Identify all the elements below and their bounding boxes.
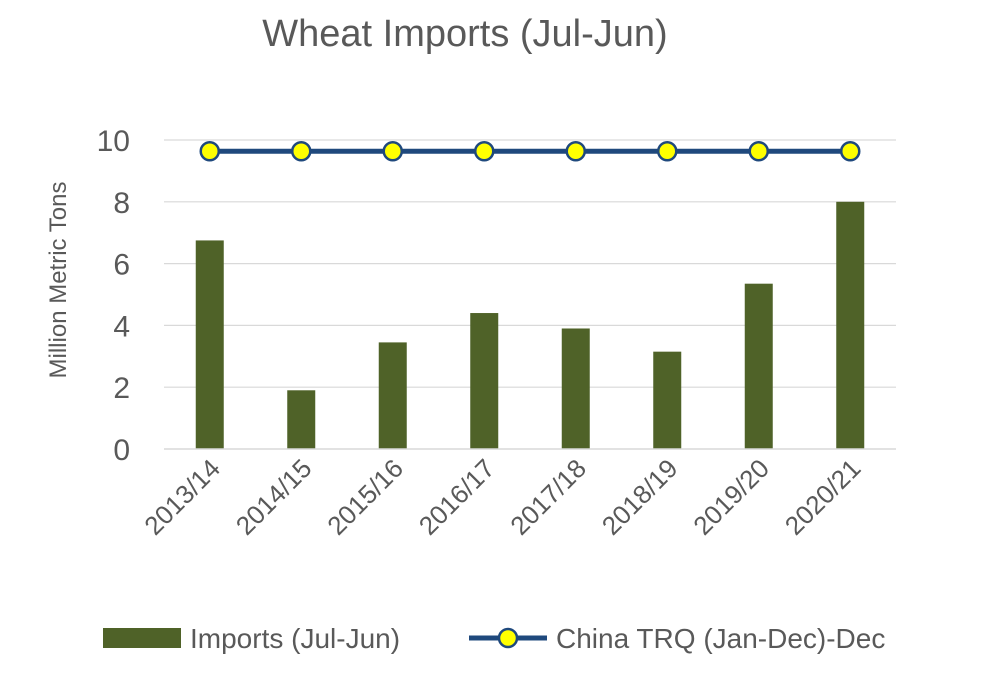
y-tick-label: 10 xyxy=(97,125,130,158)
x-tick-label: 2017/18 xyxy=(504,453,592,541)
y-tick-label: 6 xyxy=(113,249,130,282)
line-marker xyxy=(291,140,312,162)
y-tick-label: 8 xyxy=(113,187,130,220)
x-tick-label: 2014/15 xyxy=(230,453,318,541)
legend: Imports (Jul-Jun) China TRQ (Jan-Dec)-De… xyxy=(103,623,885,654)
bar xyxy=(287,390,316,449)
line-marker xyxy=(840,140,861,162)
legend-label-trq: China TRQ (Jan-Dec)-Dec xyxy=(556,623,885,654)
chart-title: Wheat Imports (Jul-Jun) xyxy=(262,13,667,55)
x-tick-label: 2016/17 xyxy=(413,453,501,541)
bar xyxy=(653,351,682,449)
legend-swatch-imports xyxy=(103,628,181,648)
gridlines xyxy=(164,139,896,388)
line-marker xyxy=(199,140,220,162)
y-tick-label: 4 xyxy=(113,310,130,343)
x-tick-label: 2020/21 xyxy=(779,453,867,541)
y-tick-labels: 0 2 4 6 8 10 xyxy=(97,125,130,467)
line-marker xyxy=(657,140,678,162)
line-marker xyxy=(748,140,769,162)
y-axis-label: Million Metric Tons xyxy=(45,182,72,379)
x-tick-labels: 2013/14 2014/15 2015/16 2016/17 2017/18 2018/… xyxy=(138,453,866,541)
y-tick-label: 0 xyxy=(113,434,130,467)
bar xyxy=(744,283,773,449)
x-tick-label: 2018/19 xyxy=(596,453,684,541)
line-marker xyxy=(474,140,495,162)
x-tick-label: 2015/16 xyxy=(321,453,409,541)
bar xyxy=(836,201,865,449)
x-tick-label: 2019/20 xyxy=(687,453,775,541)
bar-series xyxy=(195,201,865,449)
line-series xyxy=(199,140,861,162)
bar xyxy=(470,313,499,449)
line-marker xyxy=(382,140,403,162)
x-tick-label: 2013/14 xyxy=(138,453,226,541)
y-tick-label: 2 xyxy=(113,372,130,405)
legend-label-imports: Imports (Jul-Jun) xyxy=(190,623,400,654)
legend-swatch-trq-marker xyxy=(497,627,519,649)
bar xyxy=(195,240,224,449)
bar xyxy=(378,342,407,449)
line-marker xyxy=(565,140,586,162)
bar xyxy=(561,328,590,449)
